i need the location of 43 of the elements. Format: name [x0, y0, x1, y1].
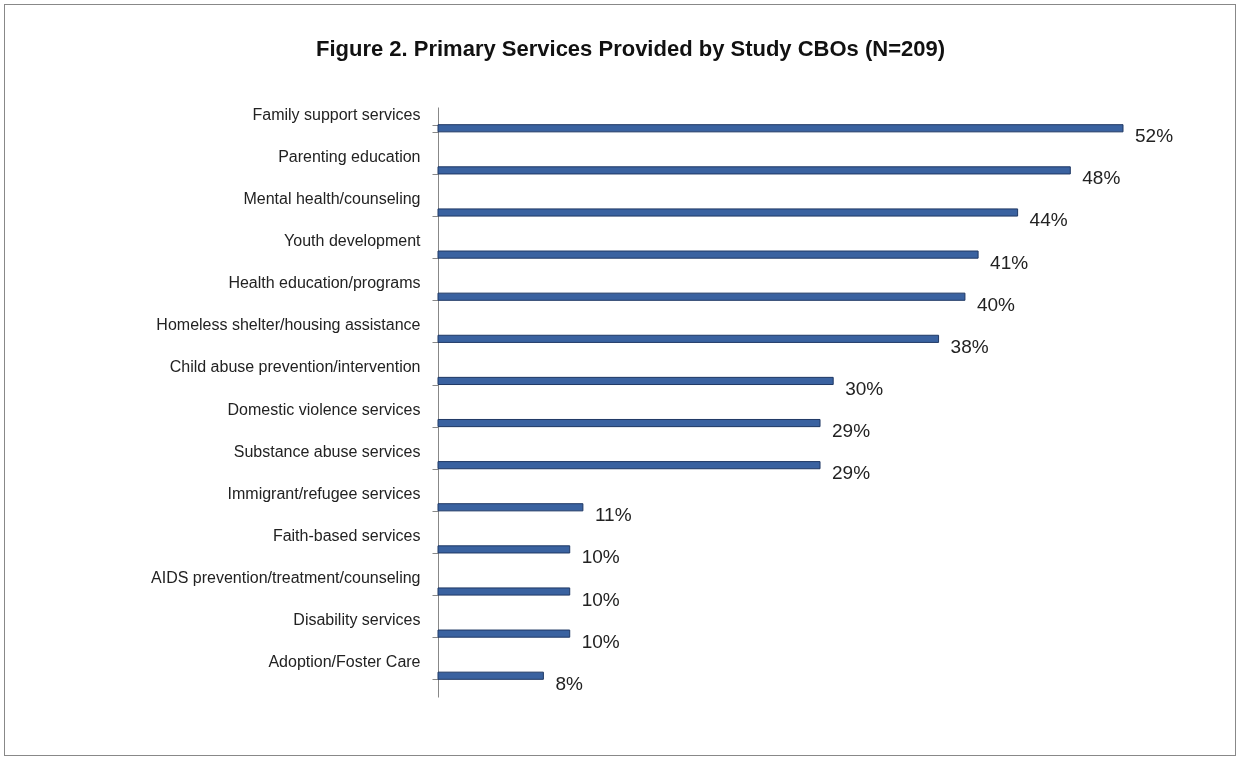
bar [437, 671, 544, 680]
y-tick-label: Youth development [284, 232, 422, 250]
y-tick-label: Family support services [252, 105, 421, 123]
bar [437, 629, 571, 638]
y-tick-label: Parenting education [278, 147, 421, 165]
bar [437, 545, 571, 554]
bar [437, 418, 821, 428]
data-label: 40% [976, 293, 1016, 315]
bar [437, 461, 821, 470]
bar [437, 587, 571, 596]
chart-title: Figure 2. Primary Services Provided by Study CBOs (N=209) [315, 36, 946, 61]
y-tick-label: Substance abuse services [233, 442, 421, 460]
y-tick-label: Immigrant/refugee services [227, 484, 421, 502]
bar [437, 376, 834, 386]
data-label: 8% [555, 672, 583, 694]
data-label: 29% [832, 420, 871, 442]
data-label: 10% [581, 630, 620, 652]
y-tick-label: Domestic violence services [227, 400, 421, 418]
data-label: 44% [1029, 209, 1068, 231]
data-label: 10% [581, 546, 620, 568]
data-label: 38% [950, 335, 989, 357]
bar [437, 503, 584, 512]
data-label: 30% [845, 377, 884, 399]
data-label: 48% [1082, 167, 1121, 189]
bar [437, 250, 979, 259]
bar [437, 208, 1019, 217]
y-tick-label: Adoption/Foster Care [268, 653, 421, 671]
y-tick-label: Disability services [293, 611, 421, 629]
bar [437, 334, 940, 343]
data-label: 52% [1135, 125, 1174, 147]
data-label: 10% [581, 588, 620, 610]
bar [437, 166, 1071, 175]
y-tick-label: Homeless shelter/housing assistance [156, 316, 421, 334]
bar [437, 124, 1124, 133]
bar [437, 292, 966, 301]
y-tick-label: Faith-based services [272, 526, 421, 544]
y-tick-label: Child abuse prevention/intervention [169, 358, 421, 376]
y-tick-label: AIDS prevention/treatment/counseling [151, 569, 421, 587]
data-label: 29% [832, 462, 871, 484]
data-label: 11% [594, 504, 632, 526]
data-label: 41% [990, 251, 1029, 273]
y-tick-label: Health education/programs [228, 274, 421, 292]
y-tick-label: Mental health/counseling [243, 189, 421, 207]
